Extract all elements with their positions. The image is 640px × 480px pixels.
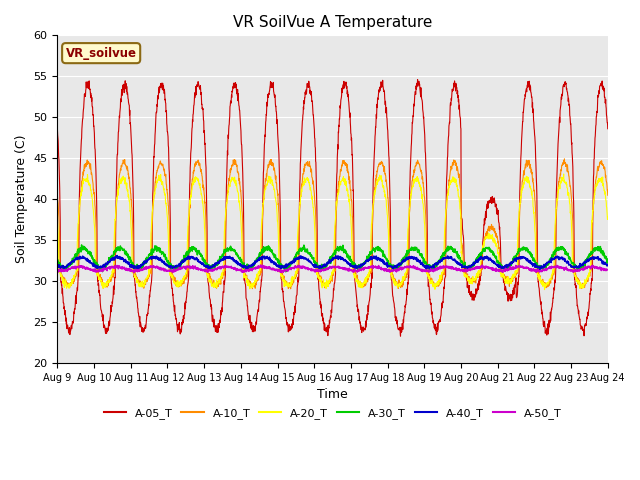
X-axis label: Time: Time [317, 388, 348, 401]
Y-axis label: Soil Temperature (C): Soil Temperature (C) [15, 135, 28, 264]
Text: VR_soilvue: VR_soilvue [66, 47, 137, 60]
Legend: A-05_T, A-10_T, A-20_T, A-30_T, A-40_T, A-50_T: A-05_T, A-10_T, A-20_T, A-30_T, A-40_T, … [99, 403, 566, 423]
Title: VR SoilVue A Temperature: VR SoilVue A Temperature [233, 15, 432, 30]
